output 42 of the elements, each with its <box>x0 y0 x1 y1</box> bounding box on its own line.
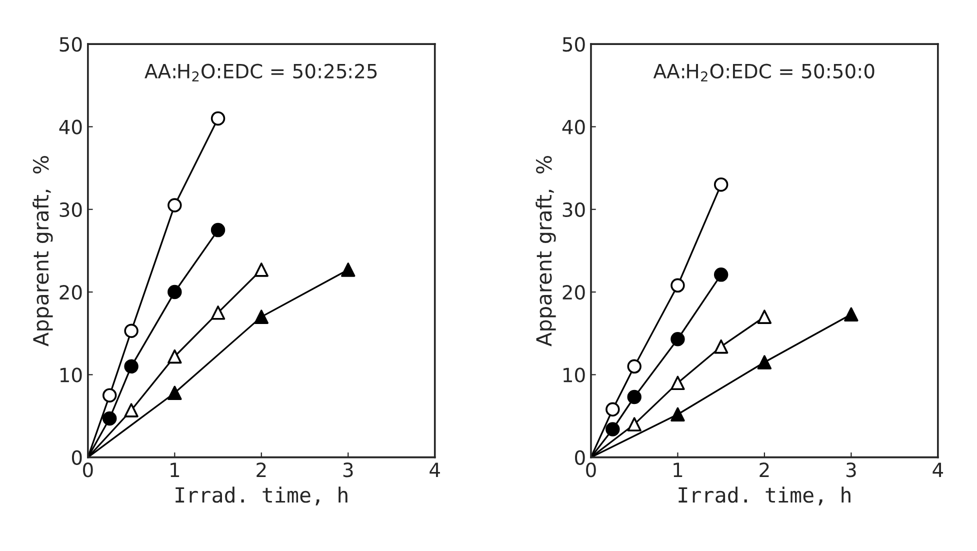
y-tick-label: 20 <box>60 284 82 300</box>
point <box>168 386 182 400</box>
y-tick-label: 50 <box>60 37 82 52</box>
x-axis-title: Irrad. time, h <box>678 486 850 506</box>
point <box>714 339 728 354</box>
point <box>670 407 685 422</box>
point <box>844 307 858 322</box>
y-axis-title: Apparent graft, % <box>536 156 556 346</box>
y-tick-label: 20 <box>562 284 585 300</box>
y-tick-label: 0 <box>72 450 82 465</box>
annotation: AA:H$_{2}$O:EDC = 50:50:0 <box>653 64 874 82</box>
y-tick-label: 30 <box>60 202 82 218</box>
x-axis-title: Irrad. time, h <box>176 486 348 506</box>
y-tick-label: 40 <box>562 120 585 134</box>
x-tick-label: 0 <box>83 462 93 478</box>
point <box>757 355 772 370</box>
x-tick-label: 3 <box>846 462 856 478</box>
y-tick-label: 10 <box>564 368 585 382</box>
point <box>254 310 269 324</box>
point <box>341 262 356 277</box>
x-tick-label: 2 <box>256 462 266 477</box>
y-tick-label: 40 <box>59 120 82 134</box>
x-tick-label: 2 <box>760 462 769 477</box>
point <box>124 403 138 418</box>
y-tick-label: 50 <box>562 37 585 52</box>
point <box>254 262 269 277</box>
x-tick-label: 4 <box>932 462 944 477</box>
y-tick-label: 10 <box>60 368 82 382</box>
x-tick-label: 4 <box>430 462 440 477</box>
x-tick-label: 1 <box>170 462 180 477</box>
x-tick-label: 1 <box>674 462 682 477</box>
x-tick-label: 3 <box>343 462 353 478</box>
x-tick-label: 0 <box>586 462 596 478</box>
annotation: AA:H$_{2}$O:EDC = 50:25:25 <box>144 64 377 82</box>
point <box>627 417 642 432</box>
point <box>210 306 226 320</box>
point <box>168 349 182 364</box>
point <box>757 310 772 324</box>
y-tick-label: 30 <box>562 202 585 218</box>
y-tick-label: 0 <box>575 450 585 465</box>
y-axis-title: Apparent graft, % <box>32 156 53 346</box>
point <box>670 376 685 390</box>
